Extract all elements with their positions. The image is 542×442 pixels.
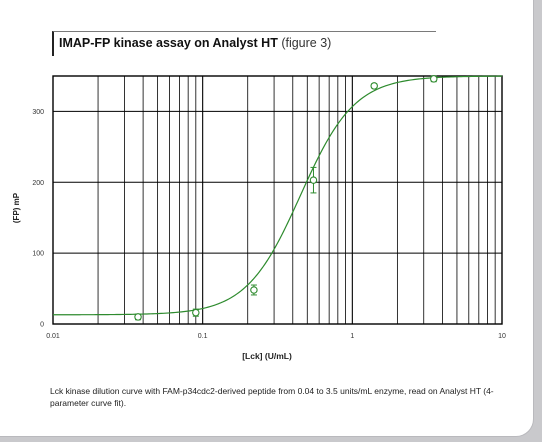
figure-title-box: IMAP-FP kinase assay on Analyst HT (figu… [52, 31, 436, 56]
fit-curve-group [53, 75, 503, 316]
x-tick-label: 10 [498, 333, 506, 340]
kinase-assay-chart: 0.01 0.1 1 10 0 100 200 300 [Lck] (U/mL) (FP) … [12, 75, 506, 361]
data-point [134, 313, 142, 321]
x-tick-label: 0.01 [46, 333, 60, 340]
y-axis-label: (FP) mP [12, 192, 21, 223]
y-tick-label: 200 [32, 180, 44, 187]
x-axis-label: [Lck] (U/mL) [242, 351, 292, 361]
y-tick-labels: 0 100 200 300 [32, 109, 44, 329]
figure-title-main: IMAP-FP kinase assay on Analyst HT [59, 36, 278, 50]
data-points [134, 75, 438, 321]
data-point [370, 82, 378, 90]
y-tick-label: 300 [32, 109, 44, 116]
figure-title: IMAP-FP kinase assay on Analyst HT (figu… [59, 36, 331, 50]
data-point [192, 308, 200, 317]
figure-caption: Lck kinase dilution curve with FAM-p34cd… [50, 386, 494, 408]
x-tick-label: 0.1 [198, 333, 208, 340]
x-tick-labels: 0.01 0.1 1 10 [46, 333, 506, 340]
x-tick-label: 1 [350, 333, 354, 340]
fit-curve [53, 75, 503, 316]
data-point [250, 286, 258, 294]
plot-frame [52, 75, 503, 325]
y-tick-label: 100 [32, 251, 44, 258]
y-tick-label: 0 [40, 322, 44, 329]
data-point [309, 176, 318, 184]
figure-title-suffix: (figure 3) [281, 36, 332, 50]
chart-grid [53, 76, 502, 324]
data-point [430, 75, 438, 83]
plot-border [52, 75, 503, 325]
figure-card: IMAP-FP kinase assay on Analyst HT (figu… [0, 0, 534, 437]
